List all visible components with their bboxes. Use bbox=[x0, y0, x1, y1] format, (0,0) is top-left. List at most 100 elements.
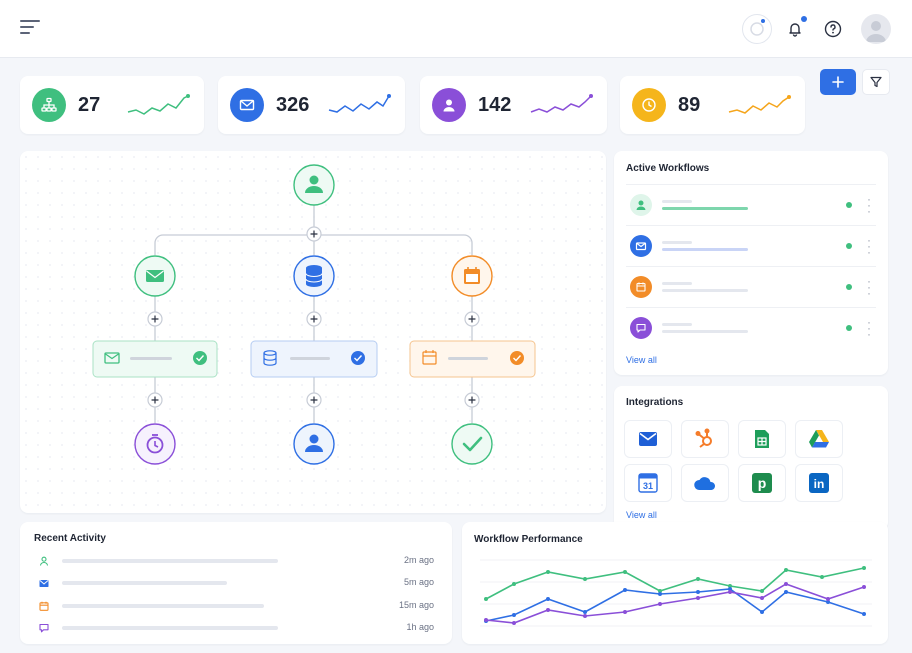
mail-icon bbox=[630, 235, 652, 257]
placeholder-bar bbox=[62, 604, 264, 608]
stat-card-emails[interactable]: 326 bbox=[218, 76, 405, 134]
panel-title: Integrations bbox=[626, 397, 684, 408]
stat-value: 326 bbox=[276, 94, 310, 116]
database-node[interactable] bbox=[293, 255, 335, 297]
linkedin-icon[interactable]: in bbox=[795, 464, 843, 502]
sparkline-orange bbox=[728, 95, 791, 114]
calendar-action-card[interactable] bbox=[409, 340, 536, 378]
placeholder-bar bbox=[662, 248, 748, 251]
google-sheets-icon[interactable] bbox=[738, 420, 786, 458]
email-action-card[interactable] bbox=[92, 340, 218, 378]
activity-row[interactable]: 15m ago bbox=[34, 596, 434, 616]
performance-line-chart bbox=[480, 559, 872, 627]
activity-row[interactable]: 2m ago bbox=[34, 551, 434, 571]
stat-value: 142 bbox=[478, 94, 512, 116]
series-green bbox=[485, 567, 865, 600]
database-action-card[interactable] bbox=[250, 340, 378, 378]
status-dot bbox=[846, 325, 852, 331]
workflow-row[interactable]: · · · bbox=[626, 190, 876, 220]
workflow-performance-panel: Workflow Performance bbox=[462, 522, 888, 644]
placeholder-bar bbox=[662, 207, 748, 210]
filter-button[interactable] bbox=[862, 69, 890, 95]
placeholder-bar bbox=[62, 626, 278, 630]
sync-icon[interactable] bbox=[742, 14, 772, 44]
help-icon[interactable] bbox=[818, 14, 848, 44]
series-blue bbox=[485, 588, 865, 622]
more-icon[interactable]: · · · bbox=[867, 274, 871, 300]
stat-card-scheduled[interactable]: 89 bbox=[620, 76, 805, 134]
divider bbox=[626, 266, 876, 267]
mail-icon bbox=[230, 88, 264, 122]
recent-activity-panel: Recent Activity 2m ago 5m ago 15m ago 1h… bbox=[20, 522, 452, 644]
divider bbox=[626, 225, 876, 226]
placeholder-bar bbox=[662, 282, 692, 285]
workflow-row[interactable]: · · · bbox=[626, 231, 876, 261]
email-node[interactable] bbox=[134, 255, 176, 297]
calendar-date: 31 bbox=[643, 481, 653, 491]
more-icon[interactable]: · · · bbox=[867, 315, 871, 341]
google-drive-icon[interactable] bbox=[795, 420, 843, 458]
activity-row[interactable]: 1h ago bbox=[34, 618, 434, 638]
notification-dot bbox=[801, 16, 807, 22]
add-button[interactable] bbox=[820, 69, 856, 95]
activity-time: 2m ago bbox=[403, 555, 434, 565]
panel-title: Workflow Performance bbox=[474, 534, 583, 545]
divider bbox=[626, 184, 876, 185]
workflow-row[interactable]: · · · bbox=[626, 272, 876, 302]
stat-card-workflows[interactable]: 27 bbox=[20, 76, 204, 134]
status-dot bbox=[846, 243, 852, 249]
chat-icon bbox=[38, 622, 50, 634]
placeholder-bar bbox=[662, 323, 692, 326]
filter-icon bbox=[870, 76, 882, 88]
chat-icon bbox=[630, 317, 652, 339]
timer-node[interactable] bbox=[134, 423, 176, 465]
calendar-node[interactable] bbox=[451, 255, 493, 297]
activity-row[interactable]: 5m ago bbox=[34, 573, 434, 593]
placeholder-bar bbox=[62, 559, 278, 563]
placeholder-bar bbox=[62, 581, 227, 585]
top-bar bbox=[0, 0, 912, 58]
integrations-panel: Integrations 31 p in View all bbox=[614, 386, 888, 530]
workflow-row[interactable]: · · · bbox=[626, 313, 876, 343]
placeholder-bar bbox=[662, 289, 748, 292]
activity-time: 5m ago bbox=[403, 577, 434, 587]
gmail-icon[interactable] bbox=[624, 420, 672, 458]
google-calendar-icon[interactable]: 31 bbox=[624, 464, 672, 502]
workflow-canvas[interactable] bbox=[20, 151, 606, 513]
stat-value: 27 bbox=[78, 94, 101, 116]
activity-time: 15m ago bbox=[398, 600, 434, 610]
sparkline-purple bbox=[530, 94, 593, 113]
linkedin-letters: in bbox=[814, 477, 825, 491]
complete-node[interactable] bbox=[451, 423, 493, 465]
user-icon bbox=[432, 88, 466, 122]
hubspot-icon[interactable] bbox=[681, 420, 729, 458]
divider bbox=[626, 307, 876, 308]
more-icon[interactable]: · · · bbox=[867, 192, 871, 218]
status-dot bbox=[846, 284, 852, 290]
org-chart-icon bbox=[32, 88, 66, 122]
series-purple bbox=[485, 583, 865, 624]
menu-icon[interactable] bbox=[20, 20, 40, 38]
clock-icon bbox=[632, 88, 666, 122]
placeholder-bar bbox=[662, 330, 748, 333]
user-icon bbox=[38, 555, 50, 567]
calendar-icon bbox=[630, 276, 652, 298]
more-icon[interactable]: · · · bbox=[867, 233, 871, 259]
user-avatar[interactable] bbox=[861, 14, 891, 44]
onedrive-icon[interactable] bbox=[681, 464, 729, 502]
placeholder-bar bbox=[662, 241, 692, 244]
panel-title: Active Workflows bbox=[626, 163, 710, 174]
stat-card-users[interactable]: 142 bbox=[420, 76, 607, 134]
trigger-node[interactable] bbox=[293, 164, 335, 206]
plus-icon bbox=[832, 76, 844, 88]
workflow-diagram bbox=[92, 164, 536, 465]
notification-bell-icon[interactable] bbox=[780, 14, 810, 44]
view-all-workflows-link[interactable]: View all bbox=[626, 355, 657, 365]
stat-value: 89 bbox=[678, 94, 701, 116]
active-workflows-panel: Active Workflows · · · · · · · · · bbox=[614, 151, 888, 375]
pipedrive-letter: p bbox=[758, 475, 767, 491]
user-node[interactable] bbox=[293, 423, 335, 465]
pipedrive-icon[interactable]: p bbox=[738, 464, 786, 502]
view-all-integrations-link[interactable]: View all bbox=[626, 510, 657, 520]
placeholder-bar bbox=[662, 200, 692, 203]
